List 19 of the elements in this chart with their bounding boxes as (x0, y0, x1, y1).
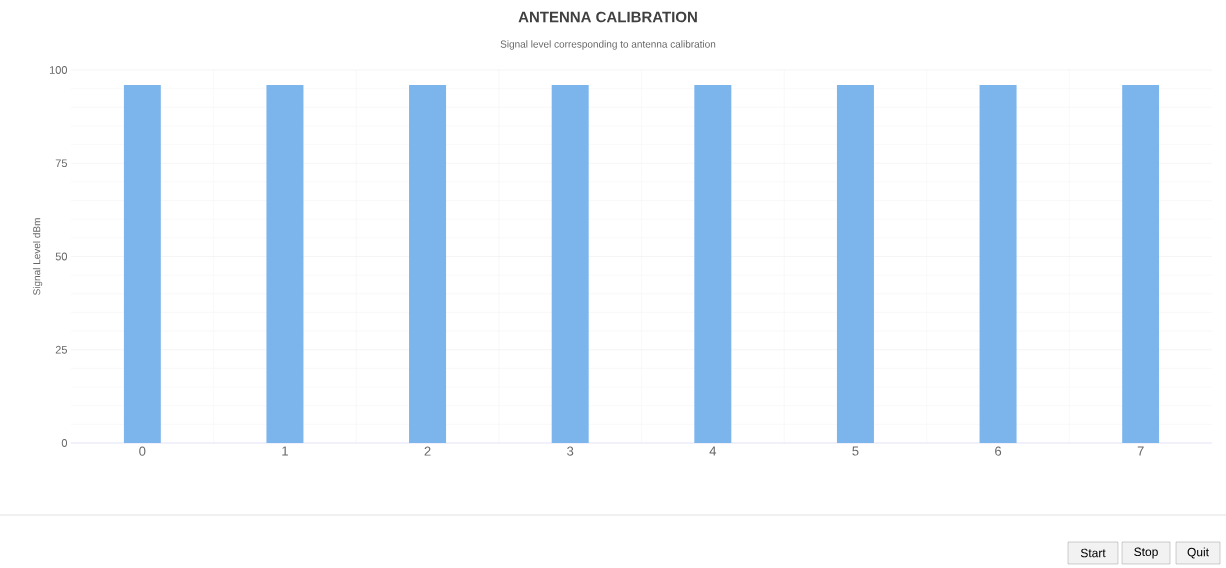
x-tick-label: 6 (995, 446, 1002, 456)
x-tick-label: 2 (424, 446, 431, 456)
x-tick-label: 3 (567, 446, 574, 456)
y-tick-label: 50 (55, 252, 68, 261)
x-tick-label: 1 (282, 446, 288, 456)
text: Start (1080, 548, 1106, 558)
text: Quit (1187, 547, 1209, 559)
y-tick-label: 0 (61, 439, 68, 447)
y-tick-label: 25 (55, 345, 67, 354)
x-tick-label: 7 (1137, 446, 1144, 456)
x-tick-label: 0 (139, 446, 146, 456)
y-tick-label: 100 (49, 66, 68, 74)
x-tick-label: 5 (852, 446, 859, 456)
chart-subtitle: Signal level corresponding to antenna calibration (500, 40, 716, 50)
y-axis-title: Signal Level dBm (32, 218, 43, 295)
y-tick-label: 75 (55, 159, 67, 168)
text: Stop (1134, 547, 1158, 559)
chart-title: ANTENNA CALIBRATION (518, 11, 697, 23)
x-tick-label: 4 (709, 446, 717, 456)
